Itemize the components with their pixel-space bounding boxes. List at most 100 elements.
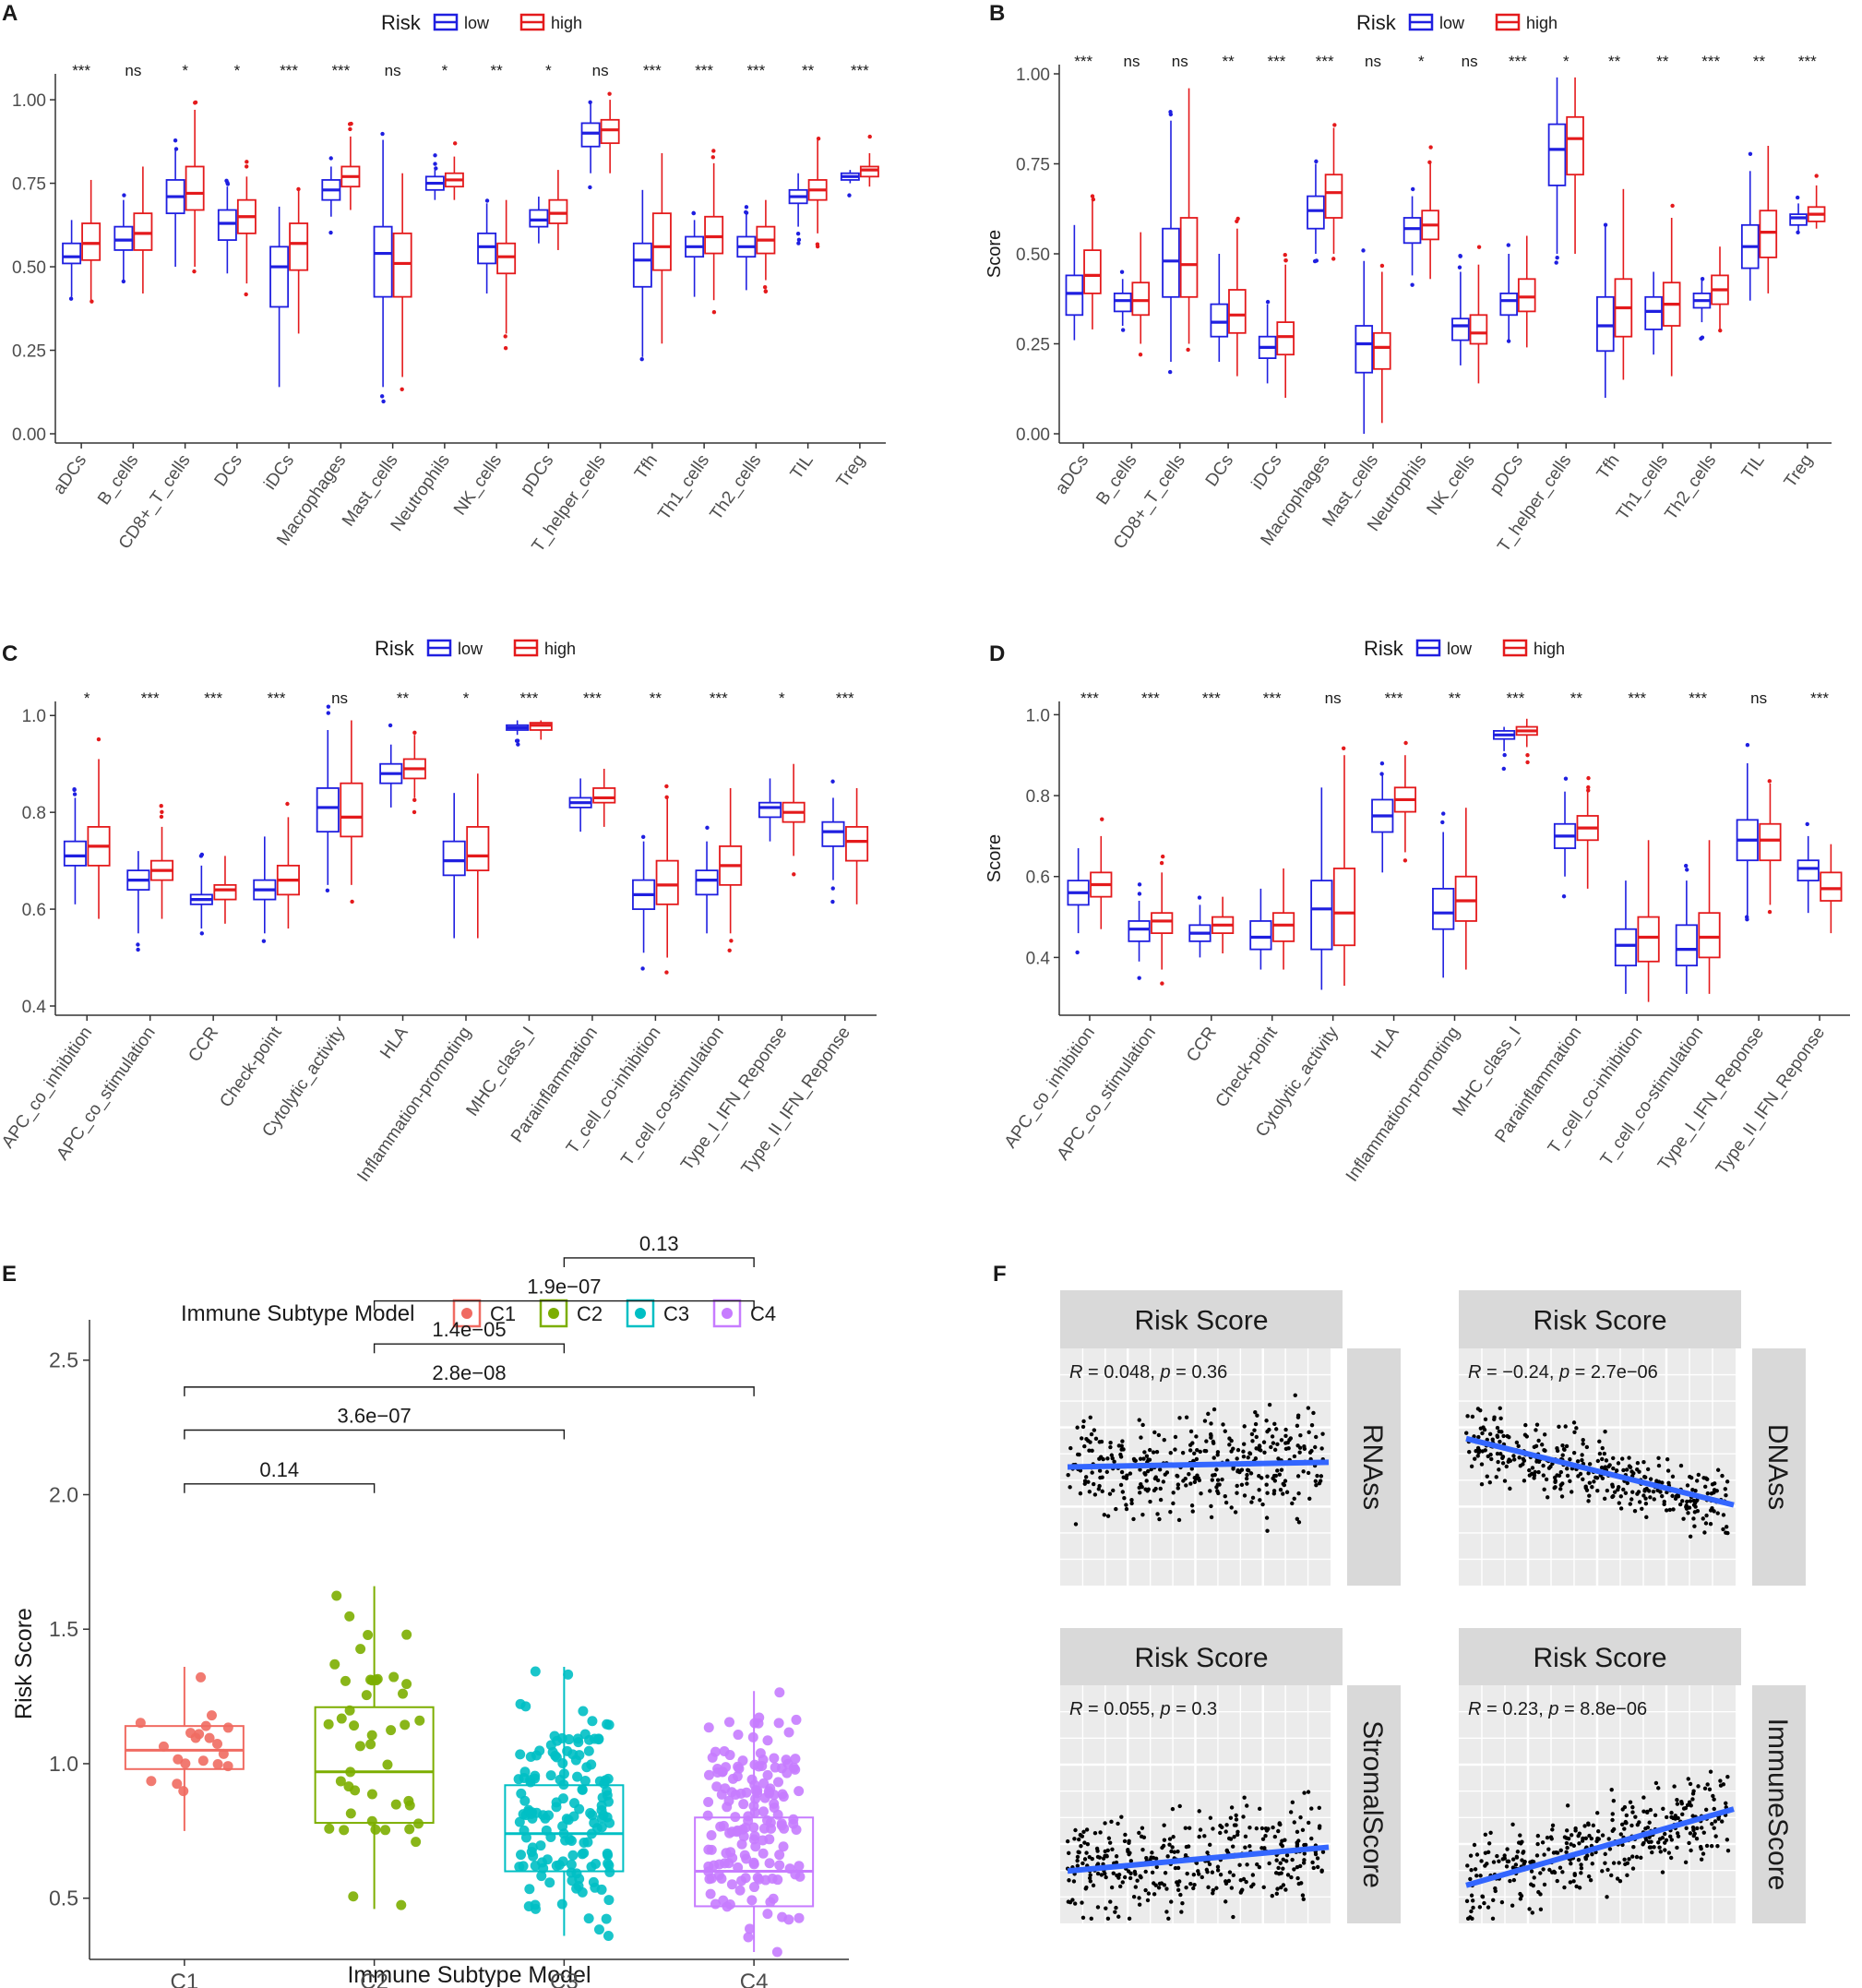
data-point [1260, 1502, 1265, 1507]
data-point [1105, 1848, 1110, 1853]
outlier-point [588, 185, 592, 190]
data-point [1082, 1443, 1087, 1449]
outlier-point [1718, 328, 1723, 333]
outlier-point [348, 126, 352, 132]
data-point [1215, 1478, 1221, 1482]
data-point [1630, 1810, 1635, 1814]
data-point [1705, 1491, 1711, 1496]
data-point [1712, 1509, 1716, 1514]
data-point [1696, 1472, 1701, 1478]
outlier-point [328, 156, 333, 161]
data-point [1110, 1847, 1115, 1851]
bracket-line [373, 1299, 755, 1311]
legend-label-low: low [1447, 640, 1473, 658]
data-point [1562, 1447, 1567, 1453]
outlier-point [1265, 299, 1271, 305]
data-point [1265, 1429, 1270, 1434]
data-point [791, 1714, 802, 1725]
data-point [1250, 1873, 1256, 1877]
data-point [1085, 1841, 1091, 1847]
box-high [1179, 88, 1199, 353]
data-point [1288, 1810, 1294, 1814]
x-axis-title: Immune Subtype Model [347, 1962, 591, 1988]
data-point [1187, 1472, 1191, 1477]
data-point [1725, 1775, 1730, 1779]
data-point [1710, 1821, 1714, 1826]
box-low [442, 793, 466, 939]
data-point [1584, 1444, 1590, 1450]
data-point [1479, 1482, 1485, 1487]
panel-C: CRisklowhigh0.40.60.81.0ScoreAPC_co_inhi… [0, 637, 877, 1185]
data-point [1479, 1859, 1484, 1863]
data-point [1090, 1470, 1094, 1475]
data-point [1482, 1427, 1487, 1432]
data-point [1564, 1828, 1570, 1833]
comparison-bracket: 1.4e−05 [373, 1318, 566, 1354]
data-point [1313, 1444, 1318, 1450]
data-point [1244, 1476, 1249, 1481]
legend-label-low: low [464, 14, 490, 32]
data-point [1688, 1474, 1692, 1479]
significance-label: * [545, 62, 552, 79]
data-point [1301, 1897, 1306, 1902]
box-high [1090, 817, 1113, 929]
box-low [1451, 253, 1470, 365]
box-high [1517, 235, 1536, 348]
data-point [1695, 1498, 1700, 1503]
data-point [1107, 1840, 1113, 1845]
data-point [212, 1759, 223, 1770]
data-point [1530, 1910, 1535, 1915]
data-point [1564, 1850, 1569, 1855]
significance-label: *** [1701, 53, 1720, 70]
outlier-point [792, 872, 796, 877]
data-point [719, 1746, 730, 1757]
data-point [1183, 1826, 1188, 1830]
data-point [710, 1898, 721, 1910]
data-point [1234, 1823, 1238, 1827]
data-point [1691, 1833, 1696, 1838]
significance-label: *** [204, 689, 222, 707]
data-point [1275, 1886, 1280, 1891]
stat-p-eq: = [1558, 1699, 1580, 1719]
data-point [1211, 1455, 1216, 1460]
data-point [1465, 1916, 1471, 1922]
outlier-point [1168, 110, 1173, 114]
data-point [218, 1748, 229, 1759]
legend: Risk low high [381, 11, 582, 34]
box-high [340, 121, 361, 210]
data-point [1597, 1439, 1602, 1444]
data-point [1560, 1443, 1565, 1448]
data-point [212, 1738, 223, 1749]
significance-label: ns [1365, 53, 1381, 70]
data-point [1473, 1456, 1477, 1461]
box-high [1211, 896, 1235, 954]
data-point [1084, 1436, 1089, 1442]
outlier-point [1402, 858, 1408, 863]
data-point [1067, 1850, 1071, 1856]
data-point [1080, 1834, 1085, 1838]
data-point [1307, 1820, 1311, 1826]
data-point [1270, 1893, 1274, 1898]
box-high [782, 763, 806, 877]
outlier-point [796, 241, 801, 246]
outlier-point [1501, 766, 1507, 772]
data-point [1483, 1863, 1487, 1868]
data-point [1282, 1482, 1287, 1488]
box-low [580, 100, 601, 190]
data-point [1254, 1826, 1259, 1831]
data-point [1176, 1887, 1181, 1893]
data-point [1283, 1838, 1287, 1842]
data-point [1551, 1850, 1557, 1855]
data-point [1575, 1459, 1581, 1464]
significance-label: *** [1810, 689, 1829, 707]
strip-right-label: DNAss [1762, 1424, 1793, 1510]
outlier-point [173, 147, 179, 151]
x-tick-label: HLA [376, 1024, 412, 1063]
box-body [1675, 924, 1698, 967]
data-point [1184, 1483, 1188, 1488]
data-point [1652, 1845, 1656, 1850]
data-point [1602, 1496, 1607, 1502]
data-point [733, 1761, 744, 1772]
